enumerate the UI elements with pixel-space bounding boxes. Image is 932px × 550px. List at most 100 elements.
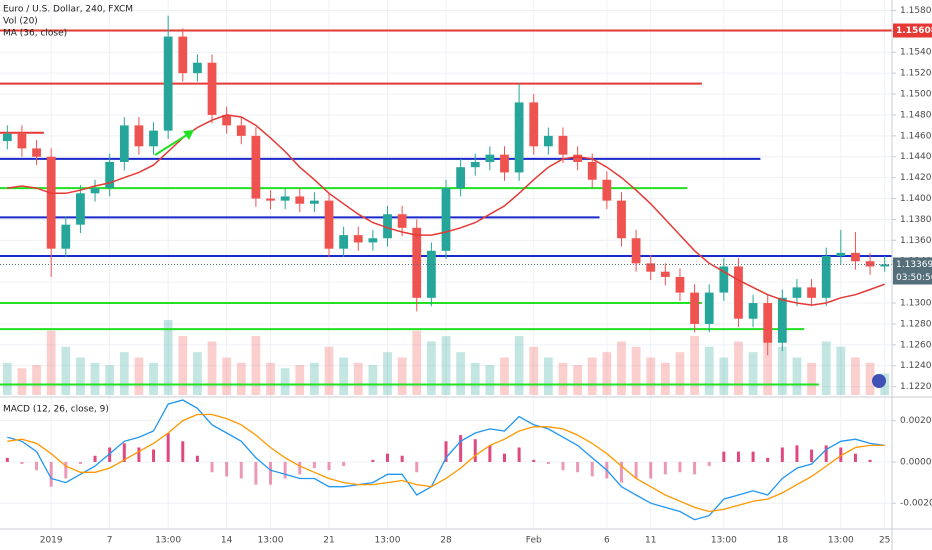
macd-layer — [5, 399, 885, 521]
volume-bar — [295, 365, 305, 395]
macd-histogram-bar — [619, 461, 623, 483]
ma-line — [7, 114, 885, 306]
macd-histogram-bar — [269, 461, 273, 485]
macd-histogram-bar — [532, 459, 536, 462]
volume-bar — [251, 336, 261, 395]
macd-histogram-bar — [590, 461, 594, 477]
volume-bar — [397, 357, 407, 395]
volume-bar — [76, 357, 85, 395]
volume-bar — [207, 341, 217, 395]
volume-bar — [646, 357, 656, 395]
macd-histogram-bar — [210, 461, 214, 473]
macd-histogram-bar — [371, 459, 375, 462]
macd-histogram-bar — [327, 461, 331, 471]
candle-body — [310, 200, 319, 204]
volume-bar — [193, 352, 202, 395]
volume-bar — [675, 352, 685, 395]
x-tick-label: 28 — [440, 536, 452, 546]
macd-histogram-bar — [517, 447, 521, 462]
candle-body — [368, 238, 378, 243]
macd-histogram-bar — [283, 461, 287, 479]
candle-body — [149, 130, 158, 147]
macd-histogram-bar — [634, 461, 638, 479]
volume-bar — [353, 362, 363, 395]
volume-bar — [543, 357, 553, 395]
candle-body — [412, 227, 422, 298]
y-tick-label: 1.12600 — [900, 340, 932, 350]
volume-bar — [821, 341, 831, 395]
x-tick-label: 6 — [604, 536, 610, 546]
candle-body — [353, 235, 363, 243]
candle-body — [295, 196, 305, 204]
macd-histogram-bar — [663, 461, 667, 475]
candle-body — [587, 161, 597, 180]
x-tick-label: 13:00 — [155, 536, 181, 546]
candle-body — [163, 36, 173, 131]
candle-body — [119, 125, 129, 162]
macd-histogram-bar — [239, 461, 243, 479]
volume-bar — [763, 330, 773, 395]
macd-histogram-bar — [810, 449, 814, 462]
macd-histogram-bar — [780, 447, 784, 462]
candle-body — [514, 102, 524, 173]
volume-bar — [61, 346, 71, 395]
last-price-label: 1.13369 — [896, 260, 932, 270]
volume-bar — [2, 362, 12, 395]
candle-body — [105, 161, 115, 189]
candle-body — [470, 161, 480, 168]
macd-histogram-bar — [868, 459, 872, 462]
volume-bar — [792, 357, 802, 395]
y-tick-label: 1.15200 — [900, 69, 932, 79]
volume-bar — [266, 362, 275, 395]
y-tick-label: 1.14000 — [900, 194, 932, 204]
volume-bar — [383, 352, 392, 395]
macd-histogram-bar — [649, 461, 653, 479]
macd-histogram-bar — [546, 461, 550, 464]
candle-body — [851, 252, 860, 262]
macd-histogram-bar — [576, 461, 580, 473]
macd-histogram-bar — [853, 453, 857, 462]
candle-body — [748, 303, 758, 319]
volume-bar — [719, 357, 729, 395]
macd-histogram-bar — [839, 447, 843, 462]
candle-body — [76, 193, 85, 225]
volume-bar — [368, 365, 378, 395]
volume-bar — [734, 341, 743, 395]
candle-body — [397, 214, 407, 228]
candle-body — [339, 235, 349, 249]
y-tick-label: 0.0020 — [900, 416, 932, 426]
y-tick-label: 1.12200 — [900, 382, 932, 392]
macd-histogram-bar — [49, 461, 53, 487]
icon[interactable] — [872, 374, 886, 388]
candle-body — [836, 252, 846, 257]
macd-histogram-bar — [122, 443, 126, 462]
y-tick-label: 1.13000 — [900, 299, 932, 309]
candle-body — [134, 125, 144, 147]
x-tick-label: 18 — [777, 536, 789, 546]
candle-body — [500, 154, 509, 173]
last-price-box — [893, 257, 932, 285]
macd-histogram-bar — [444, 441, 448, 462]
volume-bar — [573, 365, 582, 395]
ma-legend: MA (36, close) — [3, 29, 67, 39]
candle-body — [529, 102, 539, 147]
candle-body — [690, 292, 699, 324]
candle-body — [807, 287, 816, 298]
candle-body — [660, 271, 670, 277]
volume-bar — [748, 352, 758, 395]
y-tick-label: 1.14200 — [900, 173, 932, 183]
volume-bar — [324, 346, 334, 395]
macd-histogram-bar — [766, 457, 770, 462]
candle-body — [17, 133, 27, 149]
candle-body — [456, 167, 466, 189]
candle-body — [222, 114, 232, 126]
x-tick-label: 25 — [879, 536, 890, 546]
x-tick-label: 14 — [221, 536, 233, 546]
volume-bar — [807, 362, 816, 395]
macd-histogram-bar — [561, 461, 565, 471]
macd-histogram-bar — [137, 447, 141, 462]
x-tick-label: Feb — [526, 536, 542, 546]
volume-bar — [704, 346, 714, 395]
volume-bar — [17, 368, 27, 395]
